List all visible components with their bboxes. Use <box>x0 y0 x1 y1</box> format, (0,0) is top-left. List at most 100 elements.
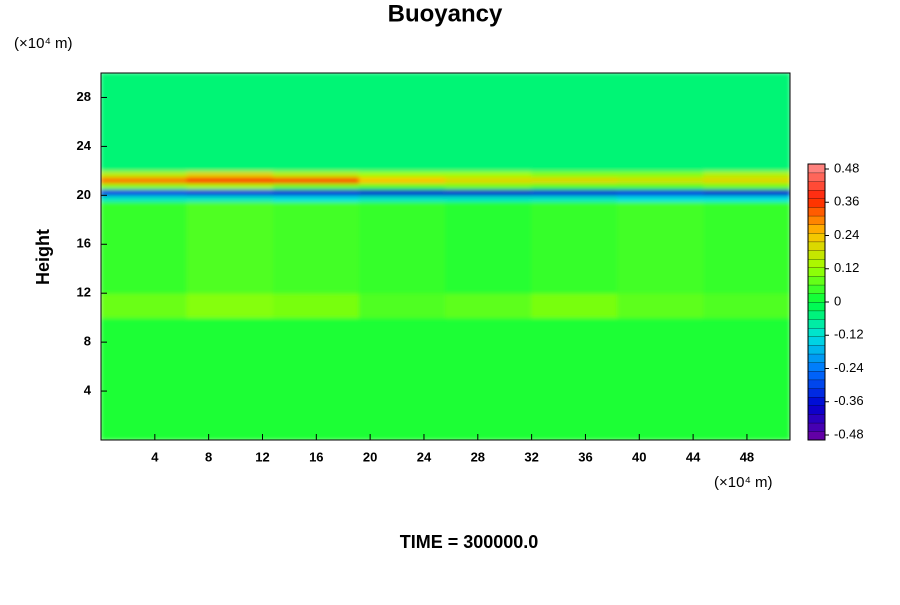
x-tick-label: 4 <box>151 449 159 464</box>
plot-frame <box>100 72 791 441</box>
cell <box>703 170 790 178</box>
colorbar-segment <box>807 267 826 277</box>
x-tick-label: 12 <box>255 449 269 464</box>
colorbar-segment <box>807 396 826 406</box>
colorbar-segment <box>807 319 826 329</box>
cell <box>445 73 533 172</box>
cell <box>617 317 705 440</box>
cell <box>272 176 360 184</box>
cell <box>272 200 360 294</box>
cell <box>186 176 274 184</box>
cell <box>101 317 188 440</box>
x-unit: (×10⁴ m) <box>714 474 773 491</box>
cell <box>703 200 790 294</box>
colorbar-segment <box>807 388 826 398</box>
cell <box>617 176 705 184</box>
colorbar-tick-label: 0.36 <box>834 194 859 209</box>
colorbar-segment <box>807 431 826 441</box>
cell <box>101 200 188 294</box>
colorbar-segment <box>807 344 826 355</box>
y-tick-label: 8 <box>84 334 91 349</box>
cell <box>272 317 360 440</box>
colorbar-segment <box>807 206 826 217</box>
cell <box>272 182 360 190</box>
cell <box>531 188 619 196</box>
cell <box>101 176 188 184</box>
colorbar-segment <box>807 362 826 372</box>
cell <box>101 170 188 178</box>
colorbar-segment <box>807 370 826 381</box>
y-tick-label: 12 <box>77 285 91 300</box>
cell <box>272 170 360 178</box>
cell <box>617 170 705 178</box>
cell <box>531 194 619 202</box>
cell <box>101 194 188 202</box>
cell <box>186 170 274 178</box>
x-tick-label: 32 <box>524 449 538 464</box>
cell <box>445 170 533 178</box>
colorbar-segment <box>807 310 826 320</box>
cell <box>617 188 705 196</box>
x-tick-label: 16 <box>309 449 323 464</box>
colorbar-tick-label: 0.24 <box>834 227 859 242</box>
cell <box>703 73 790 172</box>
cell <box>186 200 274 294</box>
cell <box>186 317 274 440</box>
cell <box>617 73 705 172</box>
cell <box>101 182 188 190</box>
cell <box>358 170 446 178</box>
cell <box>531 176 619 184</box>
cell <box>358 176 446 184</box>
colorbar-tick-label: -0.12 <box>834 327 864 342</box>
cell <box>531 317 619 440</box>
cell <box>617 182 705 190</box>
footer: TIME = 300000.0 <box>400 532 539 552</box>
cell <box>445 194 533 202</box>
colorbar-tick-label: 0 <box>834 293 841 308</box>
cell <box>186 188 274 196</box>
cell <box>186 194 274 202</box>
y-tick-label: 28 <box>77 89 91 104</box>
colorbar-tick-label: 0.12 <box>834 260 859 275</box>
cell <box>703 182 790 190</box>
colorbar-segment <box>807 327 826 337</box>
cell <box>703 194 790 202</box>
y-unit: (×10⁴ m) <box>14 35 73 52</box>
x-tick-label: 8 <box>205 449 212 464</box>
cell <box>617 200 705 294</box>
colorbar-tick-label: -0.24 <box>834 360 864 375</box>
cell <box>358 73 446 172</box>
cell <box>445 292 533 319</box>
colorbar-segment <box>807 258 826 268</box>
cell <box>101 292 188 319</box>
colorbar-segment <box>807 293 826 303</box>
x-tick-label: 20 <box>363 449 377 464</box>
cell <box>445 200 533 294</box>
colorbar-tick-label: -0.48 <box>834 426 864 441</box>
cell <box>531 200 619 294</box>
cell <box>272 292 360 319</box>
cell <box>703 176 790 184</box>
cell <box>445 188 533 196</box>
y-tick-label: 24 <box>77 138 92 153</box>
colorbar-tick-label: 0.48 <box>834 160 859 175</box>
cell <box>531 182 619 190</box>
colorbar-segment <box>807 163 826 174</box>
cell <box>358 292 446 319</box>
cell <box>617 194 705 202</box>
cell <box>531 292 619 319</box>
x-tick-label: 44 <box>686 449 701 464</box>
cell <box>531 73 619 172</box>
cell <box>358 200 446 294</box>
y-axis-label: Height <box>33 229 53 285</box>
colorbar-segment <box>807 189 826 199</box>
y-tick-label: 4 <box>84 383 92 398</box>
colorbar-segment <box>807 405 826 415</box>
colorbar-segment <box>807 215 826 225</box>
colorbar-segment <box>807 275 826 286</box>
cell <box>272 188 360 196</box>
cell <box>703 317 790 440</box>
cell <box>272 194 360 202</box>
y-tick-label: 16 <box>77 236 91 251</box>
